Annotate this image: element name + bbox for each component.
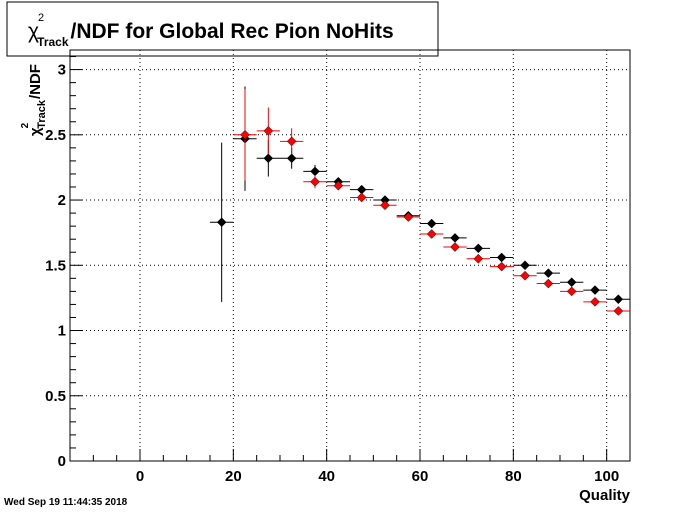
y-axis-label: χ2 Track/NDF [20,64,48,136]
y-tick-label: 2 [58,192,66,209]
title-subscript: Track [37,35,69,49]
ylabel-subscript: Track [36,99,48,129]
ylabel-superscript: 2 [20,122,31,128]
data-point [380,200,390,211]
y-tick-label: 3 [58,62,66,79]
x-tick-label: 0 [136,468,144,485]
x-tick-label: 100 [594,468,619,485]
data-point [356,192,367,203]
data-point [496,252,507,263]
data-point [496,261,507,272]
data-point [613,306,624,316]
data-point [333,180,344,191]
y-tick-label: 0 [58,453,66,470]
ylabel-symbol: χ [27,127,44,136]
data-point [566,286,577,297]
data-point [520,260,530,271]
data-point [286,153,297,164]
x-tick-label: 80 [505,468,522,485]
x-axis-label: Quality [579,487,631,504]
y-tick-label: 1.5 [45,257,66,274]
chart-title: χ2 Track/NDF for Global Rec Pion NoHits [28,12,394,49]
series-0 [210,86,630,305]
data-point [286,136,297,147]
data-point [543,268,554,278]
y-tick-label: 2.5 [45,127,66,144]
ylabel-text: /NDF [27,64,44,99]
y-tick-label: 1 [58,323,66,340]
title-symbol: χ [28,20,39,43]
x-tick-label: 40 [318,468,335,485]
data-point [263,126,274,136]
timestamp: Wed Sep 19 11:44:35 2018 [4,497,128,508]
data-point [520,270,530,281]
title-superscript: 2 [38,12,44,24]
data-point [543,278,554,289]
data-point [566,277,577,288]
tick-layer: 0 20 40 60 80 100 0 0.5 1 1.5 2 2.5 3 [45,56,631,485]
title-text: /NDF for Global Rec Pion NoHits [71,20,394,43]
data-point [403,212,414,222]
data-point [473,243,484,254]
data-point [590,285,600,295]
data-point [310,176,320,187]
data-point [473,253,484,264]
data-point [426,218,437,229]
title-box [6,1,439,57]
data-point [216,217,227,228]
data-point [450,242,460,252]
data-point [613,294,624,305]
y-tick-label: 0.5 [45,388,66,405]
data-point [240,129,250,140]
data-point [590,296,600,307]
data-point [426,229,437,239]
points-layer [210,86,630,316]
plot-frame [69,49,631,462]
x-tick-label: 60 [412,468,429,485]
x-tick-label: 20 [225,468,242,485]
data-point [450,233,460,243]
data-point [310,166,320,177]
data-point [263,153,274,164]
grid-layer [70,50,630,462]
series-1 [233,89,630,316]
